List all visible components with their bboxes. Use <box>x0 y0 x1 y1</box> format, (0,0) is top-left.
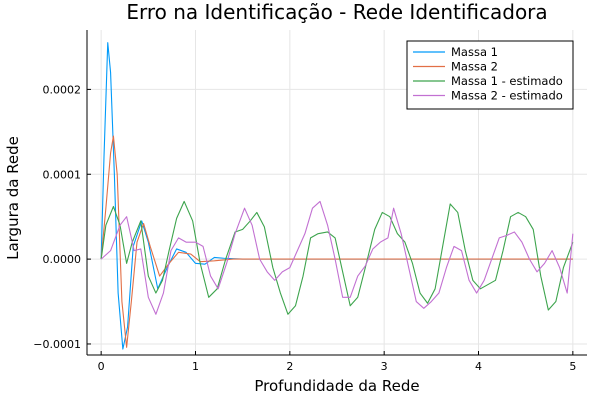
axes <box>86 30 587 356</box>
legend-label-4: Massa 2 - estimado <box>451 89 563 103</box>
x-tick-label-3: 3 <box>381 360 388 373</box>
tick-labels: 0 1 2 3 4 5 −0.0001 0.0000 0.0001 0.0002 <box>33 83 576 373</box>
legend-label-1: Massa 1 <box>451 45 498 59</box>
y-axis-title: Largura da Rede <box>4 136 22 260</box>
x-tick-label-2: 2 <box>286 360 293 373</box>
x-tick-label-1: 1 <box>192 360 199 373</box>
x-tick-label-5: 5 <box>569 360 576 373</box>
y-tick-label-1: 0.0000 <box>43 253 82 266</box>
series-line-3 <box>100 200 574 315</box>
y-tick-label-2: 0.0001 <box>43 168 82 181</box>
x-axis-title: Profundidade da Rede <box>254 377 419 395</box>
chart-title: Erro na Identificação - Rede Identificad… <box>126 0 547 24</box>
x-tick-label-4: 4 <box>475 360 482 373</box>
series-line-4 <box>100 200 574 315</box>
legend-label-3: Massa 1 - estimado <box>451 74 563 88</box>
series-line-2 <box>100 135 573 348</box>
legend-label-2: Massa 2 <box>451 60 498 74</box>
y-tick-label-0: −0.0001 <box>33 338 81 351</box>
y-tick-label-3: 0.0002 <box>43 83 82 96</box>
x-tick-label-0: 0 <box>98 360 105 373</box>
series-layer <box>100 42 574 350</box>
